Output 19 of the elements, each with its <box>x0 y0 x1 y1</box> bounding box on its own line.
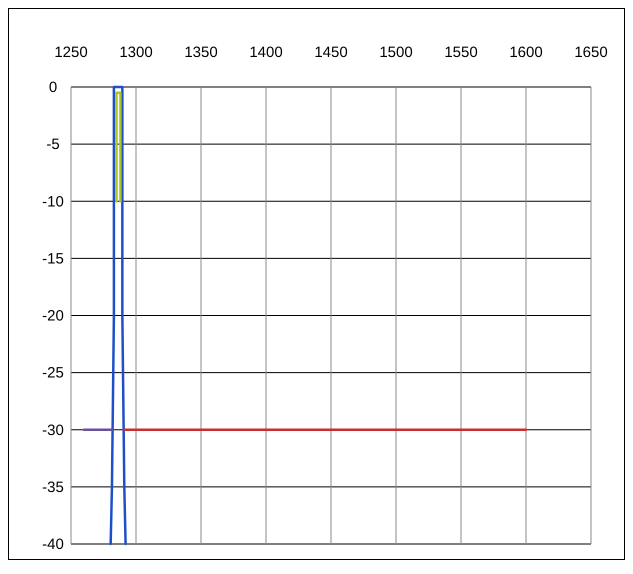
y-tick-label: -10 <box>42 193 64 210</box>
y-tick-label: -40 <box>42 536 64 553</box>
y-tick-label: -15 <box>42 250 64 268</box>
y-tick-label: -30 <box>42 422 64 439</box>
x-tick-label: 1450 <box>314 44 348 61</box>
y-tick-label: -20 <box>42 308 64 324</box>
x-tick-label: 1500 <box>379 44 413 61</box>
y-tick-label: -35 <box>42 478 64 496</box>
line-series <box>109 86 127 546</box>
x-tick-label: 1650 <box>574 44 608 61</box>
x-tick-label: 1250 <box>54 44 88 61</box>
y-tick-label: -25 <box>42 364 64 382</box>
y-tick-label: -5 <box>46 136 60 154</box>
x-tick-label: 1400 <box>249 44 283 61</box>
x-tick-label: 1300 <box>119 44 153 61</box>
x-tick-label: 1350 <box>184 44 218 61</box>
x-tick-label: 1600 <box>509 44 543 61</box>
x-tick-label: 1550 <box>444 44 478 61</box>
y-tick-label: 0 <box>48 79 58 96</box>
